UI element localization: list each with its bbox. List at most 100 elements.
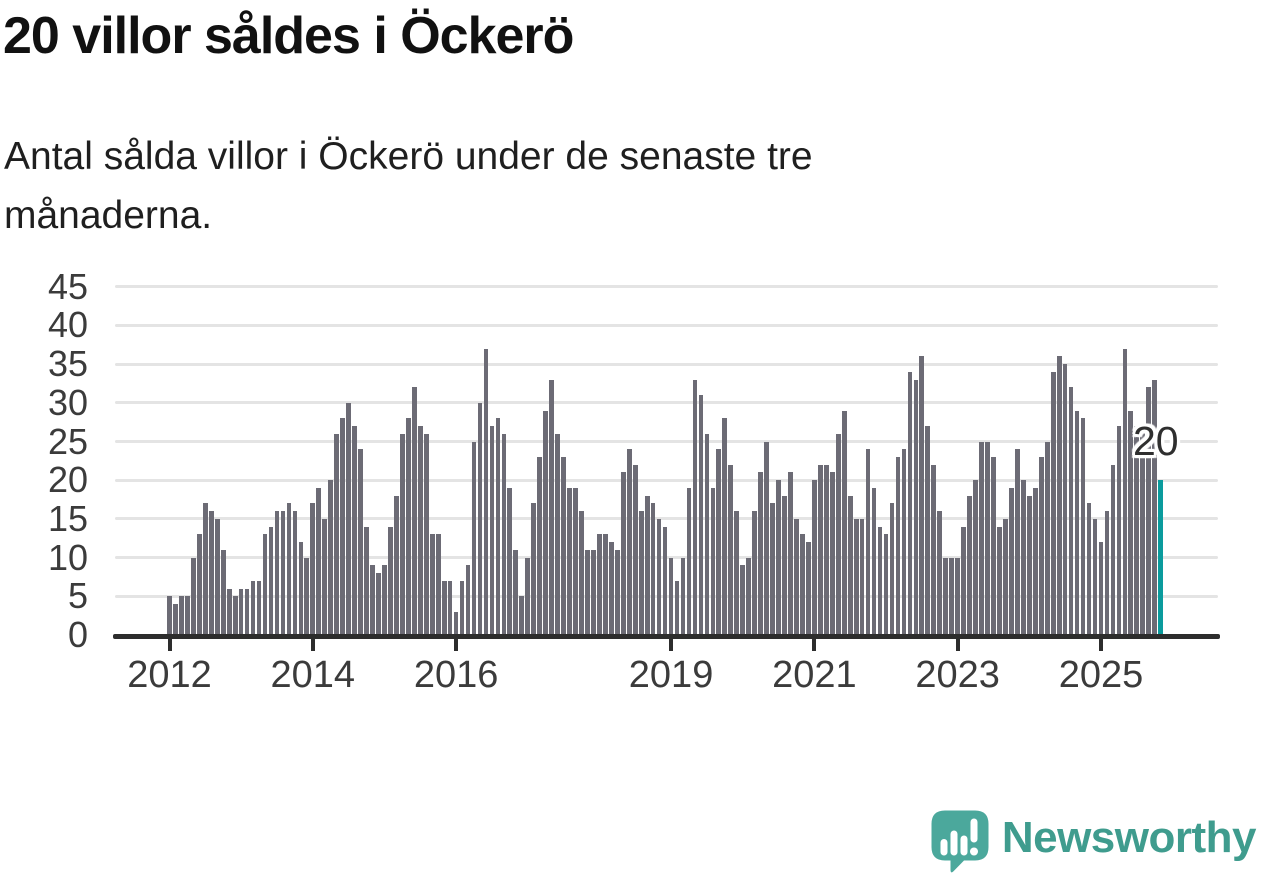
x-tick-label-2021: 2021 [772, 654, 857, 696]
bar [483, 348, 489, 635]
bar [352, 426, 357, 635]
bar [752, 511, 757, 635]
x-tick-2025 [1098, 639, 1103, 651]
speech-bubble-shape [931, 810, 989, 873]
bar [340, 418, 345, 635]
bar [1140, 426, 1146, 635]
bar [847, 495, 853, 635]
bar [901, 449, 907, 635]
bar [417, 426, 423, 635]
bar [346, 402, 351, 635]
bar [316, 487, 322, 635]
bar [256, 580, 262, 635]
newsworthy-logo-icon [931, 810, 989, 873]
bar [632, 464, 638, 635]
bar [1086, 503, 1092, 635]
bar [244, 588, 250, 635]
bar [817, 464, 823, 635]
y-tick-label-45: 45 [47, 265, 88, 307]
x-tick-2016 [454, 639, 459, 651]
bar [370, 565, 375, 635]
x-tick-2021 [812, 639, 817, 651]
bar [405, 418, 411, 635]
bar [197, 534, 202, 635]
bar [638, 511, 644, 635]
bar [1026, 495, 1032, 635]
bar [376, 573, 381, 635]
bar [191, 557, 196, 635]
bar [925, 426, 931, 635]
bar [841, 410, 847, 635]
chart-title: 20 villor såldes i Öckerö [3, 7, 574, 65]
bar [435, 534, 441, 635]
bar [268, 526, 274, 635]
bar [465, 565, 471, 635]
bar [692, 379, 698, 635]
bar [734, 511, 740, 635]
bar [1092, 518, 1098, 635]
y-tick-label-35: 35 [47, 343, 88, 385]
bar [686, 487, 692, 635]
bar [561, 456, 566, 635]
bar [937, 511, 943, 635]
bar [955, 557, 960, 635]
bar [459, 580, 465, 635]
bar [1050, 371, 1056, 635]
bar [1146, 387, 1152, 635]
bar [441, 580, 447, 635]
bar [334, 433, 340, 635]
bar [740, 565, 746, 635]
bar [668, 557, 674, 635]
bar [722, 418, 728, 635]
bar [471, 441, 477, 635]
bar [883, 534, 889, 635]
bar [943, 557, 949, 635]
bar [214, 518, 220, 635]
bar [501, 433, 507, 635]
bar [770, 503, 775, 635]
bar [997, 526, 1002, 635]
bar [489, 426, 495, 635]
bar [728, 464, 734, 635]
x-tick-label-2019: 2019 [628, 654, 714, 696]
bar [829, 472, 835, 635]
bar [358, 449, 363, 635]
bar [788, 472, 793, 635]
gridline-15 [115, 517, 1218, 521]
bar [877, 526, 883, 635]
x-tick-label-2012: 2012 [127, 654, 212, 696]
bar [949, 557, 955, 635]
x-tick-label-2014: 2014 [270, 654, 356, 696]
y-tick-label-30: 30 [47, 381, 88, 423]
y-tick-label-15: 15 [47, 497, 88, 539]
bar [549, 379, 554, 635]
bar [710, 487, 716, 635]
bar [889, 503, 895, 635]
latest-value-annotation: 20 [1133, 418, 1179, 464]
y-tick-label-25: 25 [47, 420, 88, 462]
bar [1062, 364, 1068, 635]
bar-chart: 0 5 10 15 20 25 30 35 40 45 2012 2014 2016 2019 2021 2… [47, 265, 1220, 696]
x-tick-2019 [669, 639, 674, 651]
y-tick-label-20: 20 [47, 459, 88, 501]
bar [519, 596, 525, 635]
bar [931, 464, 937, 635]
bar [1056, 356, 1062, 635]
bar [800, 534, 805, 635]
gridline-35 [115, 362, 1218, 366]
bar [1015, 449, 1020, 635]
bar [513, 549, 519, 635]
bar [1134, 426, 1140, 635]
logo-bar-3 [960, 835, 968, 856]
bar [280, 511, 286, 635]
bar [537, 456, 543, 635]
bar [1074, 410, 1080, 635]
bar [477, 402, 483, 635]
bar [1098, 542, 1104, 635]
bar [614, 549, 620, 635]
bar [662, 526, 668, 635]
bar [871, 487, 877, 635]
x-tick-label-2023: 2023 [915, 654, 1000, 696]
bar [782, 495, 787, 635]
bar [650, 503, 656, 635]
